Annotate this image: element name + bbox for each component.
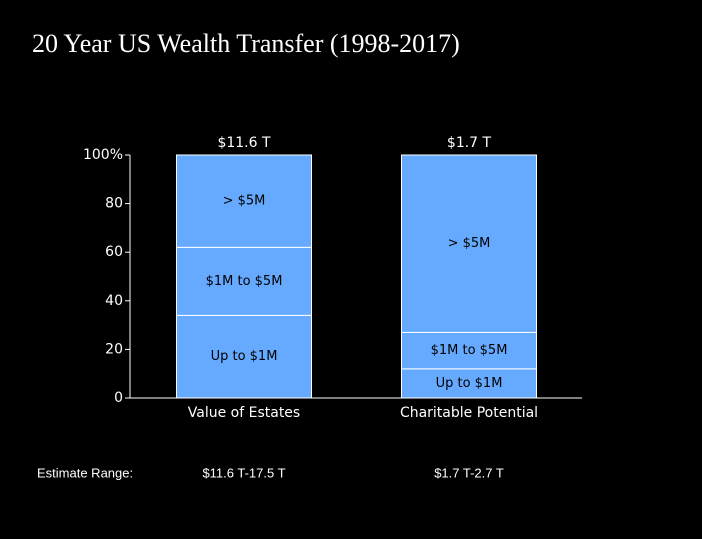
y-tick-label: 20 xyxy=(105,341,123,357)
x-tick-label: Value of Estates xyxy=(188,405,300,421)
bar-segment xyxy=(176,154,312,248)
segment-label: Up to $1M xyxy=(211,349,278,364)
footer-value: $1.7 T-2.7 T xyxy=(434,465,504,480)
total-label: $11.6 T xyxy=(217,135,271,151)
y-tick-label: 60 xyxy=(105,244,123,260)
y-tick-label: 0 xyxy=(114,390,123,406)
chart-title: 20 Year US Wealth Transfer (1998-2017) xyxy=(32,29,460,58)
footer-label: Estimate Range: xyxy=(37,465,133,480)
bar-segment xyxy=(176,246,312,316)
bar-segment xyxy=(401,331,537,370)
segment-label: Up to $1M xyxy=(436,376,503,391)
segment-label: > $5M xyxy=(223,194,266,209)
segment-label: $1M to $5M xyxy=(206,274,283,289)
x-tick-label: Charitable Potential xyxy=(400,405,538,421)
y-tick-label: 40 xyxy=(105,293,123,309)
footer-value: $11.6 T-17.5 T xyxy=(202,465,285,480)
segment-label: > $5M xyxy=(448,236,491,251)
y-tick-label: 80 xyxy=(105,196,123,212)
total-label: $1.7 T xyxy=(447,135,492,151)
bar-segment xyxy=(401,154,537,333)
y-tick-label: 100% xyxy=(83,147,123,163)
segment-label: $1M to $5M xyxy=(431,343,508,358)
